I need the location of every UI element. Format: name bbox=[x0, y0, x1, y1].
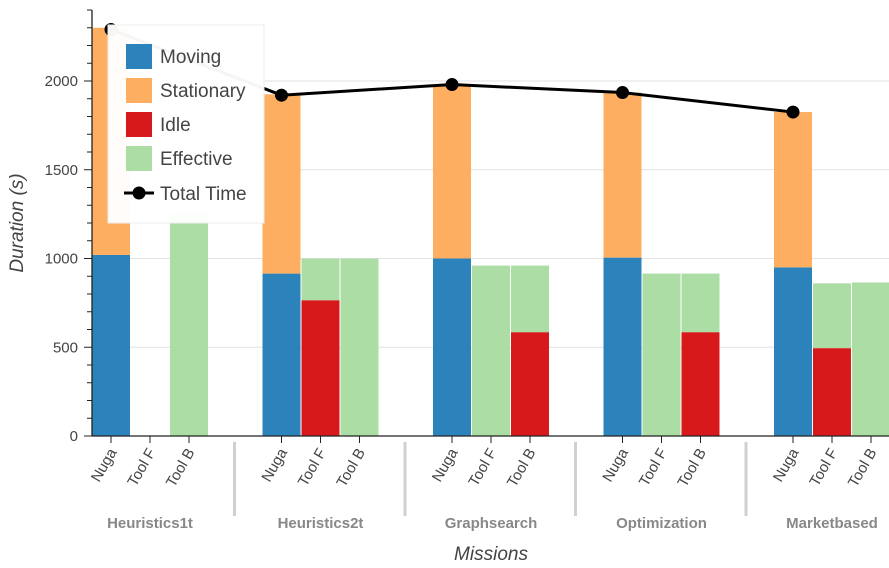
group-label-marketbased: Marketbased bbox=[786, 515, 878, 532]
total-time-point-optimization bbox=[616, 86, 629, 100]
total-time-point-heuristics2t bbox=[275, 88, 288, 102]
group-label-graphsearch: Graphsearch bbox=[445, 515, 538, 532]
bar-effective-graphsearch-tool-f bbox=[472, 265, 510, 436]
bar-idle-graphsearch-tool-b bbox=[511, 332, 549, 436]
bar-effective-heuristics2t-tool-b bbox=[340, 258, 379, 436]
bar-effective-marketbased-tool-f bbox=[813, 283, 851, 349]
bars bbox=[92, 27, 889, 436]
bar-effective-marketbased-tool-b bbox=[852, 282, 889, 436]
bar-effective-optimization-tool-f bbox=[642, 273, 681, 436]
y-tick-label: 1500 bbox=[45, 162, 78, 179]
group-label-optimization: Optimization bbox=[616, 515, 707, 532]
y-tick-label: 0 bbox=[70, 428, 78, 445]
y-tick-label: 2000 bbox=[45, 73, 78, 90]
bar-moving-heuristics1t-nuga bbox=[92, 254, 130, 436]
legend-label-effective: Effective bbox=[160, 149, 233, 170]
x-category-label: Tool B bbox=[845, 446, 881, 491]
bar-effective-graphsearch-tool-b bbox=[511, 265, 549, 333]
x-category-label: Tool F bbox=[124, 446, 159, 490]
bar-moving-marketbased-nuga bbox=[774, 267, 812, 436]
bar-idle-marketbased-tool-f bbox=[813, 348, 851, 436]
legend-label-total-time: Total Time bbox=[160, 184, 247, 205]
x-category-label: Tool F bbox=[295, 446, 330, 490]
bar-effective-heuristics1t-tool-b bbox=[170, 214, 208, 436]
bar-idle-heuristics2t-tool-f bbox=[301, 300, 340, 436]
y-tick-label: 500 bbox=[53, 339, 78, 356]
legend-swatch-moving bbox=[126, 44, 152, 69]
x-category-label: Tool B bbox=[333, 446, 369, 491]
bar-stationary-heuristics2t-nuga bbox=[262, 94, 301, 274]
bar-moving-heuristics2t-nuga bbox=[262, 273, 301, 436]
x-category-label: Tool F bbox=[636, 446, 671, 490]
bar-stationary-marketbased-nuga bbox=[774, 112, 812, 268]
x-category-label: Tool B bbox=[674, 446, 710, 491]
bar-moving-graphsearch-nuga bbox=[433, 258, 471, 436]
legend-swatch-stationary bbox=[126, 78, 152, 103]
bar-effective-heuristics2t-tool-f bbox=[301, 258, 340, 301]
group-label-heuristics2t: Heuristics2t bbox=[278, 515, 364, 532]
group-label-heuristics1t: Heuristics1t bbox=[107, 515, 193, 532]
bar-idle-optimization-tool-b bbox=[681, 332, 720, 436]
x-category-label: Nuga bbox=[88, 445, 121, 485]
legend-label-stationary: Stationary bbox=[160, 81, 246, 102]
total-time-point-graphsearch bbox=[445, 78, 459, 92]
legend-label-moving: Moving bbox=[160, 47, 221, 68]
bar-effective-optimization-tool-b bbox=[681, 273, 720, 333]
x-category-label: Nuga bbox=[429, 445, 462, 485]
x-category-label: Nuga bbox=[258, 445, 291, 485]
x-category-label: Nuga bbox=[599, 445, 632, 485]
x-category-label: Tool B bbox=[163, 446, 199, 491]
x-category-label: Tool F bbox=[806, 446, 841, 490]
legend-marker-total-time bbox=[132, 186, 146, 200]
legend: Moving Stationary Idle Effective Total Time bbox=[107, 24, 265, 224]
bar-stationary-optimization-nuga bbox=[603, 92, 642, 258]
legend-swatch-effective bbox=[126, 146, 152, 171]
y-axis-title: Duration (s) bbox=[7, 173, 28, 272]
x-category-label: Tool F bbox=[465, 446, 500, 490]
bar-stationary-graphsearch-nuga bbox=[433, 85, 471, 259]
y-tick-label: 1000 bbox=[45, 251, 78, 268]
bar-moving-optimization-nuga bbox=[603, 257, 642, 436]
x-axis-title: Missions bbox=[454, 544, 528, 565]
legend-swatch-idle bbox=[126, 112, 152, 137]
x-category-label: Tool B bbox=[504, 446, 540, 491]
x-category-label: Nuga bbox=[770, 445, 803, 485]
legend-label-idle: Idle bbox=[160, 115, 191, 136]
total-time-point-marketbased bbox=[786, 105, 800, 119]
